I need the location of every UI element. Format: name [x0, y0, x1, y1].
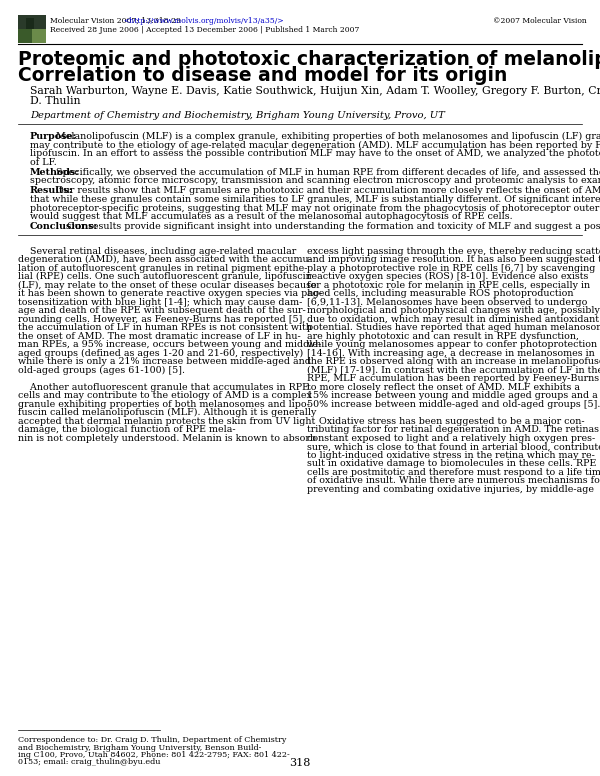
Text: Proteomic and phototoxic characterization of melanolipofuscin:: Proteomic and phototoxic characterizatio… [18, 50, 600, 69]
Text: Specifically, we observed the accumulation of MLF in human RPE from different de: Specifically, we observed the accumulati… [53, 168, 600, 177]
Text: D. Thulin: D. Thulin [30, 96, 80, 106]
Text: potential. Studies have reported that aged human melanosomes: potential. Studies have reported that ag… [307, 323, 600, 332]
Text: constant exposed to light and a relatively high oxygen pres-: constant exposed to light and a relative… [307, 434, 595, 442]
Text: RPE, MLF accumulation has been reported by Feeney-Burns: RPE, MLF accumulation has been reported … [307, 374, 599, 383]
Text: nin is not completely understood. Melanin is known to absorb: nin is not completely understood. Melani… [18, 434, 316, 442]
Text: (LF), may relate to the onset of these ocular diseases because: (LF), may relate to the onset of these o… [18, 281, 317, 289]
Text: due to oxidation, which may result in diminished antioxidant: due to oxidation, which may result in di… [307, 315, 599, 324]
Text: Another autofluorescent granule that accumulates in RPE: Another autofluorescent granule that acc… [18, 383, 309, 392]
Text: age and death of the RPE with subsequent death of the sur-: age and death of the RPE with subsequent… [18, 307, 306, 315]
Text: are highly phototoxic and can result in RPE dysfunction,: are highly phototoxic and can result in … [307, 331, 579, 341]
Text: cells are postmitotic and therefore must respond to a life time: cells are postmitotic and therefore must… [307, 468, 600, 476]
Text: Oxidative stress has been suggested to be a major con-: Oxidative stress has been suggested to b… [307, 417, 584, 426]
Text: Our results show that MLF granules are phototoxic and their accumulation more cl: Our results show that MLF granules are p… [53, 186, 600, 196]
Text: play a photoprotective role in RPE cells [6,7] by scavenging: play a photoprotective role in RPE cells… [307, 264, 595, 272]
Bar [26, 18, 34, 29]
Text: lial (RPE) cells. One such autofluorescent granule, lipofuscin: lial (RPE) cells. One such autofluoresce… [18, 272, 312, 282]
Text: rounding cells. However, as Feeney-Burns has reported [5],: rounding cells. However, as Feeney-Burns… [18, 315, 305, 324]
Text: sure, which is close to that found in arterial blood, contributes: sure, which is close to that found in ar… [307, 442, 600, 451]
Text: (MLF) [17-19]. In contrast with the accumulation of LF in the: (MLF) [17-19]. In contrast with the accu… [307, 365, 600, 375]
Text: man RPEs, a 95% increase, occurs between young and middle-: man RPEs, a 95% increase, occurs between… [18, 340, 321, 349]
Text: Correspondence to: Dr. Craig D. Thulin, Department of Chemistry: Correspondence to: Dr. Craig D. Thulin, … [18, 736, 286, 744]
Text: lipofuscin. In an effort to assess the possible contribution MLF may have to the: lipofuscin. In an effort to assess the p… [30, 150, 600, 158]
Text: tosensitization with blue light [1-4]; which may cause dam-: tosensitization with blue light [1-4]; w… [18, 298, 302, 307]
Text: that while these granules contain some similarities to LF granules, MLF is subst: that while these granules contain some s… [30, 195, 600, 204]
Text: degeneration (AMD), have been associated with the accumu-: degeneration (AMD), have been associated… [18, 255, 312, 265]
Text: of oxidative insult. While there are numerous mechanisms for: of oxidative insult. While there are num… [307, 476, 600, 485]
Text: may contribute to the etiology of age-related macular degeneration (AMD). MLF ac: may contribute to the etiology of age-re… [30, 140, 600, 150]
Text: cells and may contribute to the etiology of AMD is a complex: cells and may contribute to the etiology… [18, 391, 312, 400]
Bar [32, 29, 46, 43]
Text: old-aged groups (ages 61-100) [5].: old-aged groups (ages 61-100) [5]. [18, 365, 185, 375]
Bar [18, 15, 46, 43]
Text: granule exhibiting properties of both melanosomes and lipo-: granule exhibiting properties of both me… [18, 400, 310, 409]
Text: 50% increase between middle-aged and old-aged groups [5].: 50% increase between middle-aged and old… [307, 400, 600, 409]
Text: fuscin called melanolipofuscin (MLF). Although it is generally: fuscin called melanolipofuscin (MLF). Al… [18, 408, 316, 417]
Text: Melanolipofuscin (MLF) is a complex granule, exhibiting properties of both melan: Melanolipofuscin (MLF) is a complex gran… [53, 132, 600, 141]
Text: Our results provide significant insight into understanding the formation and tox: Our results provide significant insight … [64, 222, 600, 231]
Text: sult in oxidative damage to biomolecules in these cells. RPE: sult in oxidative damage to biomolecules… [307, 459, 596, 468]
Text: lation of autofluorescent granules in retinal pigment epithe-: lation of autofluorescent granules in re… [18, 264, 308, 272]
Text: Purpose:: Purpose: [30, 132, 77, 141]
Text: accepted that dermal melanin protects the skin from UV light: accepted that dermal melanin protects th… [18, 417, 315, 426]
Text: to more closely reflect the onset of AMD. MLF exhibits a: to more closely reflect the onset of AMD… [307, 383, 580, 392]
Text: 318: 318 [289, 758, 311, 768]
Text: Molecular Vision 2007; 13:318-29: Molecular Vision 2007; 13:318-29 [50, 17, 183, 25]
Text: <http://www.molvis.org/molvis/v13/a35/>: <http://www.molvis.org/molvis/v13/a35/> [123, 17, 284, 25]
Text: reactive oxygen species (ROS) [8-10]. Evidence also exists: reactive oxygen species (ROS) [8-10]. Ev… [307, 272, 589, 282]
Text: Department of Chemistry and Biochemistry, Brigham Young University, Provo, UT: Department of Chemistry and Biochemistry… [30, 111, 445, 120]
Text: would suggest that MLF accumulates as a result of the melanosomal autophagocytos: would suggest that MLF accumulates as a … [30, 213, 512, 221]
Text: and Biochemistry, Brigham Young University, Benson Build-: and Biochemistry, Brigham Young Universi… [18, 743, 262, 751]
Text: of LF.: of LF. [30, 158, 57, 167]
Text: tributing factor for retinal degeneration in AMD. The retinas: tributing factor for retinal degeneratio… [307, 425, 599, 435]
Text: ing C100, Provo, Utah 84602, Phone: 801 422-2795; FAX: 801 422-: ing C100, Provo, Utah 84602, Phone: 801 … [18, 751, 290, 759]
Text: Sarah Warburton, Wayne E. Davis, Katie Southwick, Huijun Xin, Adam T. Woolley, G: Sarah Warburton, Wayne E. Davis, Katie S… [30, 86, 600, 96]
Text: spectroscopy, atomic force microscopy, transmission and scanning electron micros: spectroscopy, atomic force microscopy, t… [30, 176, 600, 185]
Text: aged groups (defined as ages 1-20 and 21-60, respectively): aged groups (defined as ages 1-20 and 21… [18, 348, 303, 358]
Text: aged cells, including measurable ROS photoproduction: aged cells, including measurable ROS pho… [307, 289, 574, 298]
Bar [18, 15, 46, 29]
Text: Correlation to disease and model for its origin: Correlation to disease and model for its… [18, 66, 508, 85]
Text: to light-induced oxidative stress in the retina which may re-: to light-induced oxidative stress in the… [307, 451, 595, 459]
Bar [18, 29, 32, 43]
Text: excess light passing through the eye, thereby reducing scatter: excess light passing through the eye, th… [307, 247, 600, 256]
Text: preventing and combating oxidative injuries, by middle-age: preventing and combating oxidative injur… [307, 485, 594, 494]
Text: while there is only a 21% increase between middle-aged and: while there is only a 21% increase betwe… [18, 357, 311, 366]
Text: [6,9,11-13]. Melanosomes have been observed to undergo: [6,9,11-13]. Melanosomes have been obser… [307, 298, 587, 307]
Text: while young melanosomes appear to confer photoprotection: while young melanosomes appear to confer… [307, 340, 597, 349]
Text: for a phototoxic role for melanin in RPE cells, especially in: for a phototoxic role for melanin in RPE… [307, 281, 590, 289]
Text: morphological and photophysical changes with age, possibly: morphological and photophysical changes … [307, 307, 600, 315]
Text: the onset of AMD. The most dramatic increase of LF in hu-: the onset of AMD. The most dramatic incr… [18, 331, 301, 341]
Text: Several retinal diseases, including age-related macular: Several retinal diseases, including age-… [18, 247, 296, 256]
Text: photoreceptor-specific proteins, suggesting that MLF may not originate from the : photoreceptor-specific proteins, suggest… [30, 203, 600, 213]
Text: 15% increase between young and middle aged groups and a: 15% increase between young and middle ag… [307, 391, 598, 400]
Text: ©2007 Molecular Vision: ©2007 Molecular Vision [493, 17, 587, 25]
Text: it has been shown to generate reactive oxygen species via pho-: it has been shown to generate reactive o… [18, 289, 322, 298]
Text: and improving image resolution. It has also been suggested to: and improving image resolution. It has a… [307, 255, 600, 264]
Text: [14-16]. With increasing age, a decrease in melanosomes in: [14-16]. With increasing age, a decrease… [307, 348, 595, 358]
Text: Conclusions:: Conclusions: [30, 222, 98, 231]
Text: damage, the biological function of RPE mela-: damage, the biological function of RPE m… [18, 425, 236, 435]
Text: the accumulation of LF in human RPEs is not consistent with: the accumulation of LF in human RPEs is … [18, 323, 312, 332]
Text: Received 28 June 2006 | Accepted 13 December 2006 | Published 1 March 2007: Received 28 June 2006 | Accepted 13 Dece… [50, 26, 359, 34]
Text: Methods:: Methods: [30, 168, 80, 177]
Text: Results:: Results: [30, 186, 73, 196]
Text: the RPE is observed along with an increase in melanolipofuscin: the RPE is observed along with an increa… [307, 357, 600, 366]
Text: 0153; email: craig_thulin@byu.edu: 0153; email: craig_thulin@byu.edu [18, 758, 161, 767]
